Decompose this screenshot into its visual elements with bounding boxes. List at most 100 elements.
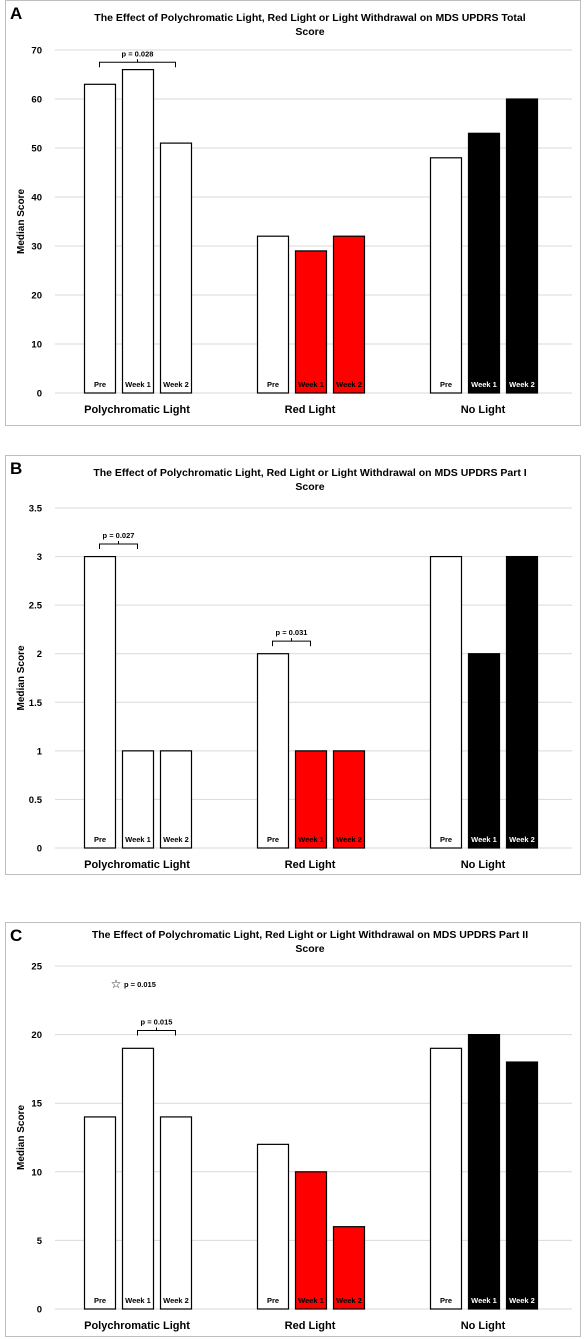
x-category-label: No Light (461, 404, 506, 416)
bar (505, 98, 539, 394)
chart-title: Score (295, 26, 324, 38)
chart-title: The Effect of Polychromatic Light, Red L… (92, 929, 528, 941)
bar-label: Week 1 (298, 1296, 324, 1305)
bar-label: Pre (440, 380, 452, 389)
bar-label: Pre (94, 1296, 106, 1305)
y-tick-label: 0 (37, 1305, 42, 1316)
bar (332, 750, 366, 849)
y-tick-label: 0 (37, 844, 42, 855)
bar-label: Week 1 (471, 835, 497, 844)
y-tick-label: 40 (31, 193, 42, 204)
bar (83, 83, 117, 394)
bar-label: Week 1 (298, 835, 324, 844)
bar (256, 653, 290, 849)
bar (294, 1171, 328, 1310)
bar-label: Week 2 (336, 1296, 362, 1305)
bar-label: Week 1 (125, 1296, 151, 1305)
star-icon: ☆ (111, 977, 122, 991)
bar (467, 1033, 501, 1310)
bar-label: Week 1 (298, 380, 324, 389)
bar-label: Week 2 (163, 1296, 189, 1305)
y-tick-label: 0 (37, 389, 42, 400)
chart-title: Score (295, 481, 324, 493)
significance-bracket (99, 543, 138, 549)
y-tick-label: 10 (31, 340, 42, 351)
x-category-label: Red Light (285, 404, 336, 416)
bar-label: Pre (267, 380, 279, 389)
y-axis-label: Median Score (16, 189, 27, 254)
p-value-label: p = 0.028 (122, 49, 154, 58)
y-tick-label: 3.5 (29, 504, 43, 515)
x-category-label: Red Light (285, 1320, 336, 1332)
x-category-label: No Light (461, 859, 506, 871)
y-tick-label: 0.5 (29, 795, 43, 806)
y-tick-label: 50 (31, 144, 42, 155)
bar-label: Pre (267, 835, 279, 844)
bar (256, 235, 290, 394)
y-axis-label: Median Score (16, 645, 27, 710)
chart-title: Score (295, 943, 324, 955)
p-value-label: p = 0.015 (124, 980, 156, 989)
y-tick-label: 2.5 (29, 601, 43, 612)
bar-label: Week 2 (509, 835, 535, 844)
p-value-label: p = 0.015 (141, 1017, 173, 1026)
panel-label: A (10, 4, 22, 23)
bar (121, 750, 155, 849)
bar (429, 555, 463, 849)
x-category-label: Polychromatic Light (84, 859, 190, 871)
bar (505, 555, 539, 849)
bar-label: Week 2 (336, 380, 362, 389)
y-tick-label: 1 (37, 746, 43, 757)
bar-label: Week 1 (125, 380, 151, 389)
p-value-label: p = 0.031 (276, 628, 308, 637)
bar (429, 1047, 463, 1310)
significance-bracket (272, 640, 311, 647)
bar (159, 750, 193, 849)
bar-label: Week 2 (163, 835, 189, 844)
y-tick-label: 1.5 (29, 698, 43, 709)
bar-label: Week 2 (336, 835, 362, 844)
chart-title: The Effect of Polychromatic Light, Red L… (93, 467, 526, 479)
bar-label: Week 2 (163, 380, 189, 389)
panel-label: B (10, 459, 22, 478)
bar (294, 750, 328, 849)
y-tick-label: 3 (37, 552, 42, 563)
y-tick-label: 20 (31, 1030, 42, 1041)
y-tick-label: 5 (37, 1236, 43, 1247)
bar-label: Week 1 (471, 380, 497, 389)
y-tick-label: 10 (31, 1167, 42, 1178)
bar (121, 1047, 155, 1310)
x-category-label: Polychromatic Light (84, 404, 190, 416)
bar (159, 142, 193, 394)
bar-label: Week 1 (471, 1296, 497, 1305)
p-value-label: p = 0.027 (103, 531, 135, 540)
chart-title: The Effect of Polychromatic Light, Red L… (94, 12, 525, 24)
bar (467, 653, 501, 849)
x-category-label: Polychromatic Light (84, 1320, 190, 1332)
bar-label: Pre (94, 380, 106, 389)
x-category-label: Red Light (285, 859, 336, 871)
bar-label: Pre (94, 835, 106, 844)
bar (83, 1116, 117, 1310)
y-tick-label: 15 (31, 1099, 42, 1110)
bar (256, 1143, 290, 1310)
bar-label: Week 2 (509, 380, 535, 389)
y-tick-label: 70 (31, 46, 42, 57)
bar (294, 250, 328, 394)
bar-label: Week 1 (125, 835, 151, 844)
y-tick-label: 25 (31, 962, 42, 973)
y-tick-label: 20 (31, 291, 42, 302)
y-axis-label: Median Score (16, 1105, 27, 1170)
bar-label: Pre (267, 1296, 279, 1305)
bar (159, 1116, 193, 1310)
bar (429, 157, 463, 394)
bar-label: Week 2 (509, 1296, 535, 1305)
bar (121, 68, 155, 394)
bar (332, 1226, 366, 1310)
y-tick-label: 60 (31, 95, 42, 106)
y-tick-label: 2 (37, 649, 42, 660)
x-category-label: No Light (461, 1320, 506, 1332)
y-tick-label: 30 (31, 242, 42, 253)
bar-label: Pre (440, 1296, 452, 1305)
